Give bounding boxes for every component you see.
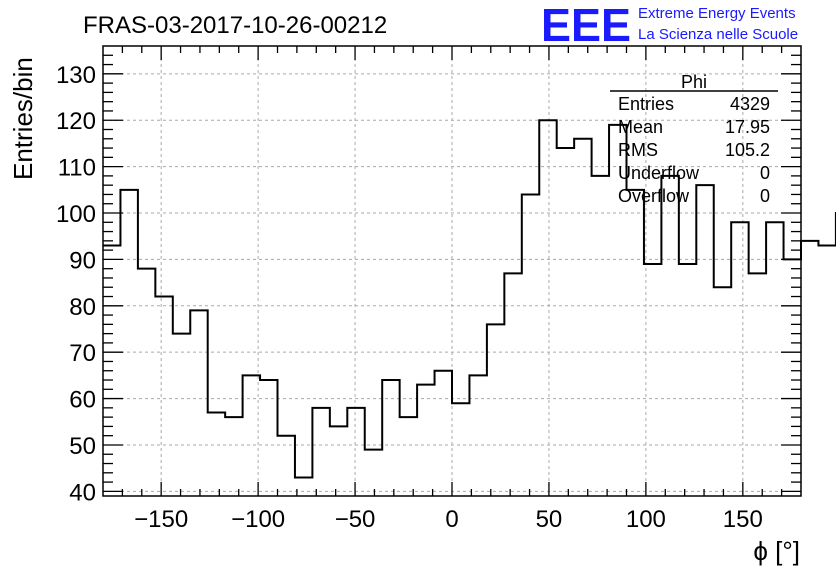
stats-value: 0	[760, 186, 770, 206]
y-tick-label: 50	[69, 433, 96, 460]
y-tick-label: 80	[69, 294, 96, 321]
x-axis-title: ϕ [°]	[753, 536, 800, 566]
y-axis-title: Entries/bin	[8, 57, 38, 180]
logo-line-1: Extreme Energy Events	[638, 5, 796, 22]
chart-title: FRAS-03-2017-10-26-00212	[83, 12, 387, 39]
y-tick-label: 130	[56, 62, 96, 89]
grid	[103, 46, 801, 496]
stats-title: Phi	[681, 72, 707, 92]
x-tick-label: −50	[335, 506, 376, 533]
y-tick-labels: 40 50 60 70 80 90 100 110 120 130	[56, 62, 96, 507]
stats-box: Phi Entries 4329 Mean 17.95 RMS 105.2 Underflo…	[610, 72, 778, 206]
y-tick-label: 60	[69, 387, 96, 414]
y-tick-label: 90	[69, 247, 96, 274]
y-tick-label: 110	[58, 155, 96, 182]
y-tick-label: 40	[69, 479, 96, 506]
stats-value: 4329	[730, 94, 770, 114]
y-tick-label: 100	[56, 201, 96, 228]
x-tick-label: 100	[626, 506, 666, 533]
y-tick-label: 120	[56, 108, 96, 135]
stats-label: Overflow	[618, 186, 690, 206]
x-tick-labels: −150 −100 −50 0 50 100 150	[134, 506, 763, 533]
stats-value: 105.2	[725, 140, 770, 160]
stats-label: Entries	[618, 94, 674, 114]
stats-value: 0	[760, 163, 770, 183]
stats-label: RMS	[618, 140, 658, 160]
axis-ticks	[103, 46, 801, 496]
y-tick-label: 70	[69, 340, 96, 367]
stats-value: 17.95	[725, 117, 770, 137]
x-tick-label: 0	[445, 506, 458, 533]
stats-label: Mean	[618, 117, 663, 137]
x-tick-label: 50	[536, 506, 563, 533]
x-tick-label: 150	[723, 506, 763, 533]
eee-logo: EEE Extreme Energy Events La Scienza nel…	[541, 0, 798, 51]
logo-mark: EEE	[541, 0, 631, 51]
x-tick-label: −150	[134, 506, 188, 533]
stats-label: Underflow	[618, 163, 700, 183]
logo-line-2: La Scienza nelle Scuole	[638, 26, 798, 43]
histogram-line	[103, 119, 836, 479]
x-tick-label: −100	[231, 506, 285, 533]
